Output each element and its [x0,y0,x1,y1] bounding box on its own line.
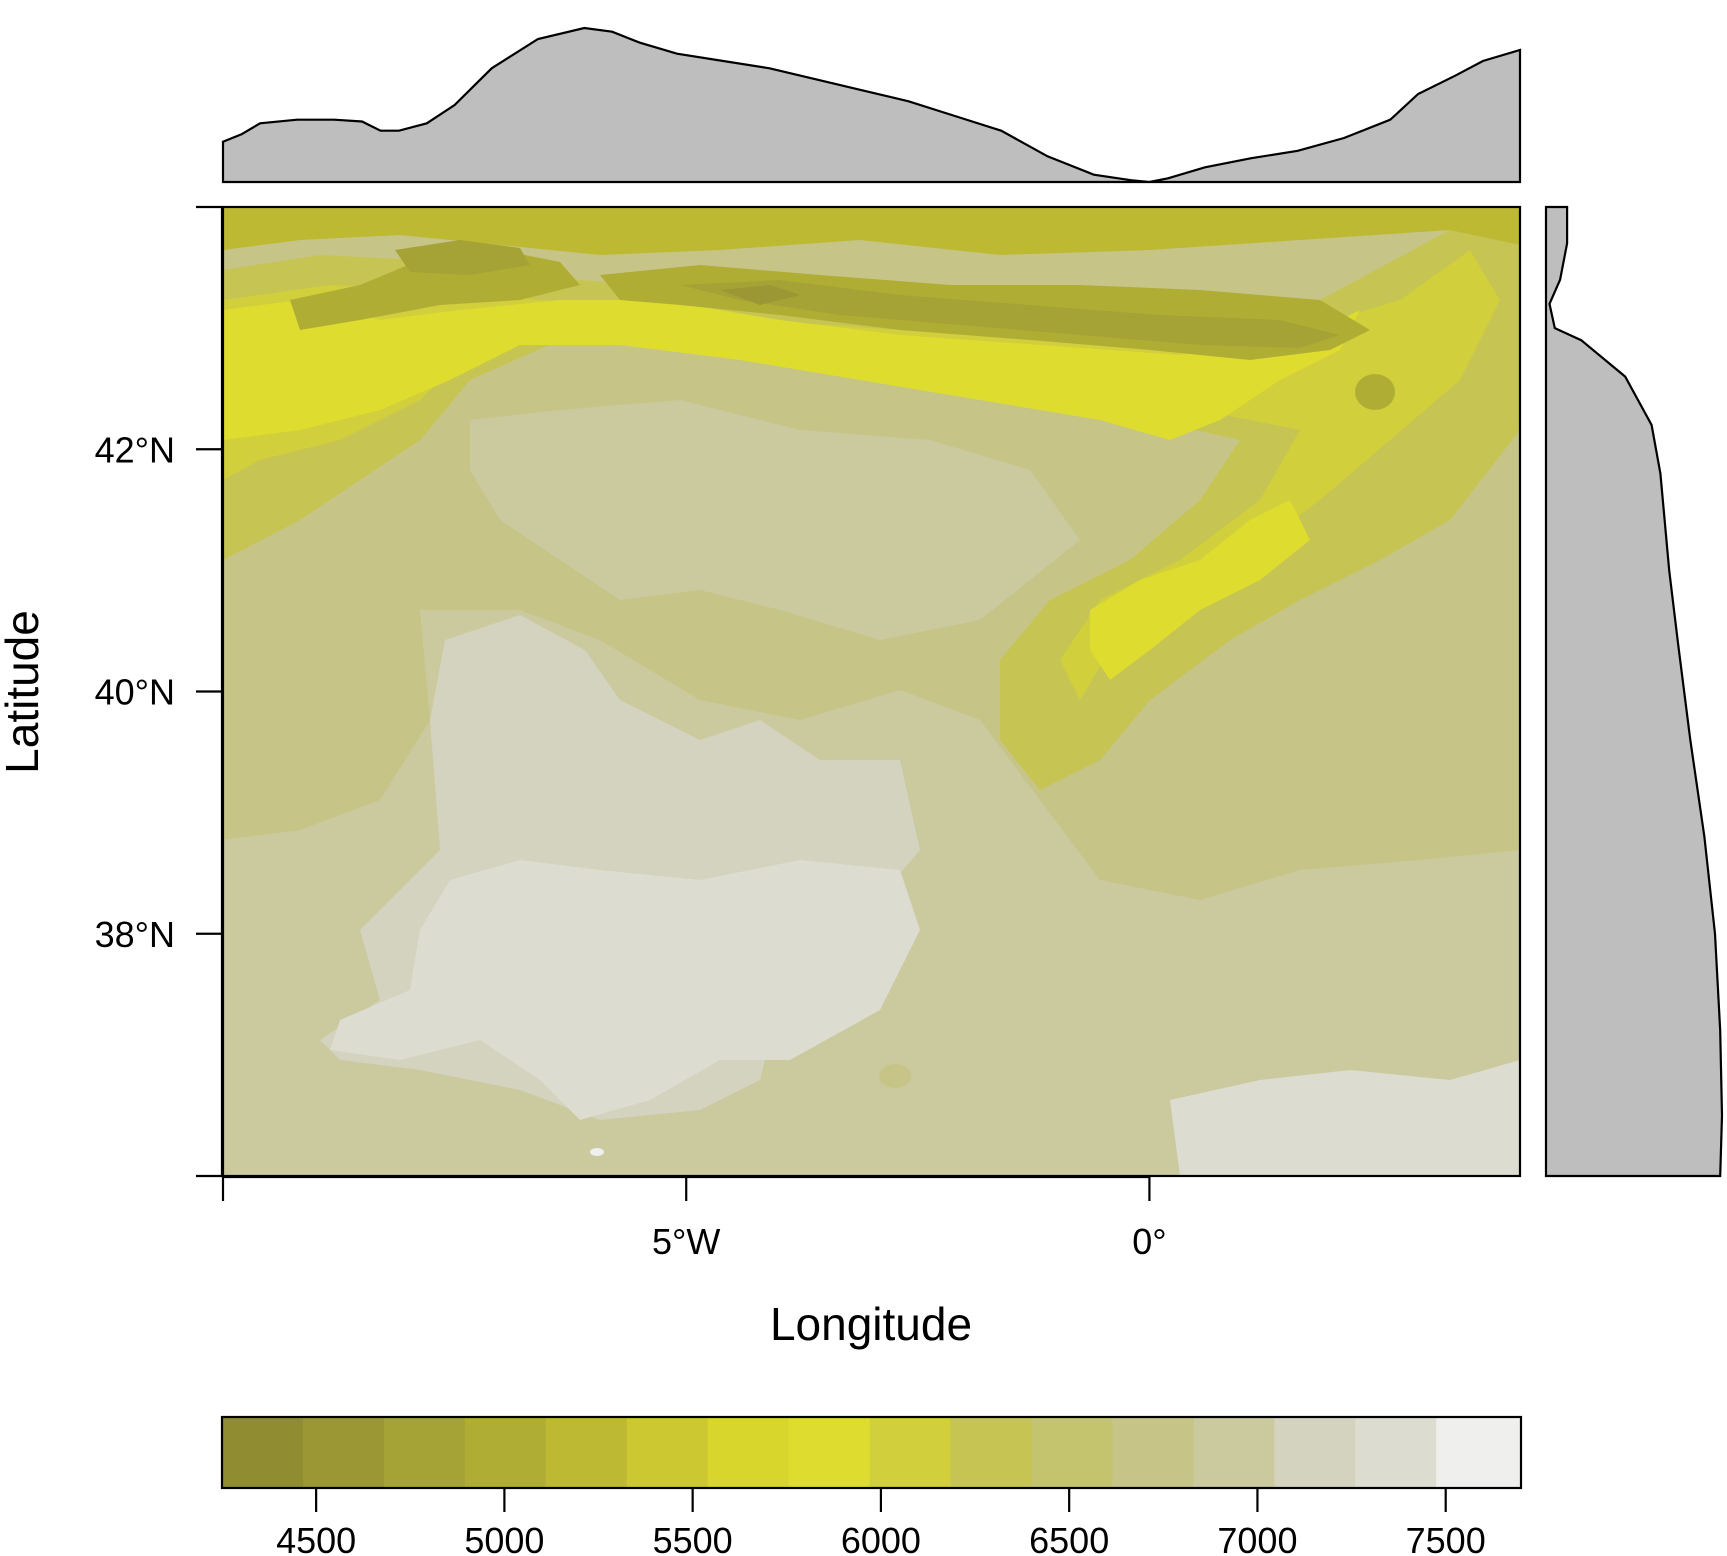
map-panel [221,205,1522,1178]
right-profile [1544,205,1724,1178]
colorbar-cell [383,1417,466,1488]
colorbar-cells [222,1417,1522,1488]
colorbar-ticks: 4500 5000 5500 6000 6500 7000 7500 [276,1488,1486,1556]
map-fill [223,207,1520,1176]
map-region-north-coast [223,207,1520,255]
map-region-ridge-cantabrian-outer [290,250,580,330]
y-tick-label: 42°N [95,429,175,470]
top-profile-area [221,26,1522,184]
colorbar-tick-label: 6000 [841,1520,921,1556]
x-tick-label: 5°W [652,1221,720,1262]
colorbar-cell [950,1417,1033,1488]
colorbar-border [220,1415,1523,1490]
map-region-south-lightest [330,860,920,1120]
colorbar-cell [788,1417,871,1488]
colorbar-tick-label: 7000 [1217,1520,1297,1556]
colorbar-tick-label: 4500 [276,1520,356,1556]
x-axis: 5°W 0° [221,1175,1167,1262]
top-profile [221,26,1522,184]
colorbar-cell [1193,1417,1275,1488]
colorbar-tick-label: 7500 [1406,1520,1486,1556]
colorbar-cell [545,1417,628,1488]
colorbar-cell [222,1417,304,1488]
colorbar-cell [1112,1417,1194,1488]
colorbar-cell [1436,1417,1522,1488]
map-region-ridge-pyrenees-core [720,285,800,305]
colorbar-cell [869,1417,952,1488]
map-region-south-spot [590,1148,604,1156]
x-axis-label: Longitude [770,1298,972,1350]
map-region-southeast-light [1170,1060,1520,1176]
y-tick-label: 40°N [95,672,175,713]
colorbar-tick-label: 5000 [464,1520,544,1556]
map-region-ridge-pyrenees-inner [680,280,1340,348]
colorbar-tick-label: 6500 [1029,1520,1109,1556]
colorbar-cell [707,1417,790,1488]
map-region-ridge-east-spot [1355,374,1395,410]
colorbar-cell [1355,1417,1437,1488]
colorbar-cell [1031,1417,1113,1488]
y-tick-label: 38°N [95,914,175,955]
colorbar-tick-label: 5500 [653,1520,733,1556]
map-region-central-spot [879,1064,911,1088]
colorbar-cell [626,1417,709,1488]
map-region-north-belt-yellow [223,300,1360,440]
colorbar-cell [302,1417,385,1488]
x-tick-label: 0° [1132,1221,1166,1262]
map-region-central-plateau [470,400,1080,640]
colorbar-cell [1274,1417,1356,1488]
y-axis: 38°N 40°N 42°N [95,205,224,1178]
colorbar-cell [464,1417,547,1488]
map-region-ridge-cantabrian-inner [395,240,530,275]
y-axis-label: Latitude [0,610,48,774]
right-profile-area [1544,205,1724,1178]
map-region-ebro-yellow [1090,500,1310,680]
colorbar: 4500 5000 5500 6000 6500 7000 7500 [220,1415,1523,1556]
